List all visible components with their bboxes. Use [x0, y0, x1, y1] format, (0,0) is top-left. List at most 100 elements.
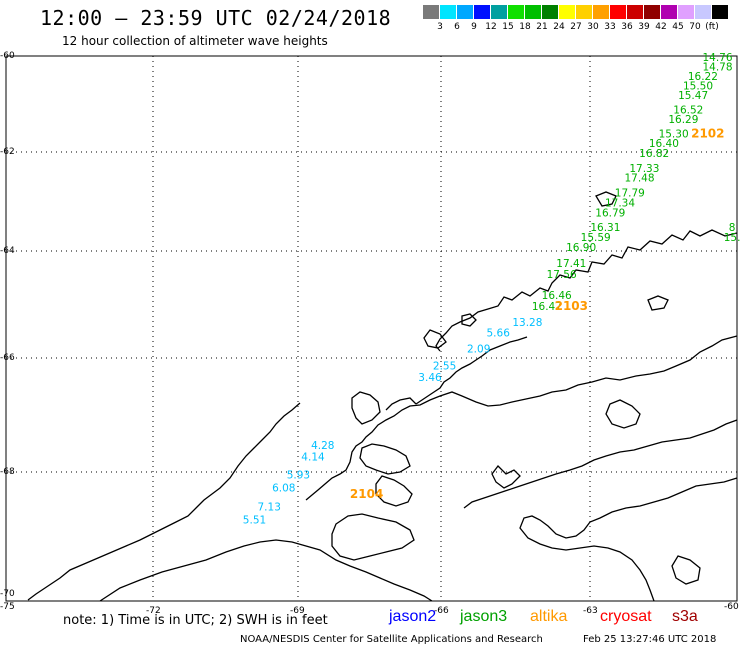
pass-number-label: 2103: [555, 299, 588, 313]
pass-number-label: 2104: [350, 487, 383, 501]
color-swatch: [457, 5, 474, 19]
color-swatch: [474, 5, 491, 19]
lon-label: -72: [146, 606, 161, 616]
wave-height-label: 17.79: [615, 188, 645, 200]
wave-height-label: 3.46: [418, 372, 442, 384]
wave-height-label: 16.82: [639, 148, 669, 160]
color-scale-label: 36: [621, 22, 633, 32]
generated-date: Feb 25 13:27:46 UTC 2018: [583, 634, 717, 645]
color-swatch: [627, 5, 644, 19]
wave-height-label: 15.47: [678, 90, 708, 102]
color-swatch: [423, 5, 440, 19]
lat-label: -68: [0, 467, 15, 477]
color-swatch: [661, 5, 678, 19]
wave-height-label: 16.29: [668, 114, 698, 126]
color-scale-label: (ft): [705, 22, 719, 32]
color-scale-label: 9: [471, 22, 477, 32]
color-swatch: [593, 5, 610, 19]
color-swatch: [678, 5, 695, 19]
wave-height-label: 5.51: [243, 515, 266, 527]
wave-height-label: 4.14: [301, 452, 325, 464]
lat-label: -66: [0, 353, 15, 363]
color-swatch: [610, 5, 627, 19]
color-scale-label: 42: [655, 22, 667, 32]
color-swatch: [542, 5, 559, 19]
wave-height-label: 16.46: [542, 290, 572, 302]
wave-height-label: 2.09: [467, 344, 490, 356]
wave-height-label: 17.48: [624, 173, 654, 185]
color-swatch: [559, 5, 576, 19]
wave-height-color-scale: [423, 5, 729, 19]
lat-label: -64: [0, 246, 15, 256]
lat-label: -60: [0, 51, 15, 61]
wave-height-label: 7.13: [258, 502, 281, 514]
wave-height-label: 5.93: [287, 469, 310, 481]
wave-height-label: 8: [729, 222, 736, 234]
wave-height-label: 5.66: [487, 328, 511, 340]
wave-height-label: 17.33: [629, 163, 659, 175]
wave-height-label: 14.76: [702, 52, 732, 64]
wave-height-label: 13.28: [512, 317, 542, 329]
wave-height-label: 16.31: [590, 222, 620, 234]
legend-s3a: s3a: [672, 608, 698, 625]
graticule: [6, 56, 737, 601]
color-swatch: [491, 5, 508, 19]
lon-label: -69: [290, 606, 305, 616]
legend-cryosat: cryosat: [600, 608, 652, 625]
wave-height-label: 2.55: [433, 360, 456, 372]
wave-height-label: 16.90: [566, 242, 596, 254]
color-scale-label: 30: [587, 22, 599, 32]
wave-height-label: 15.: [724, 232, 740, 244]
wave-height-label: 16.22: [688, 71, 718, 83]
color-swatch: [712, 5, 729, 19]
wave-height-label: 16.40: [649, 138, 679, 150]
wave-height-label: 16.52: [673, 105, 703, 117]
lon-label: -60: [724, 602, 739, 612]
legend-altika: altika: [530, 608, 568, 625]
wave-height-label: 15.59: [581, 232, 611, 244]
wave-height-label: 16.79: [595, 207, 625, 219]
map-subtitle: 12 hour collection of altimeter wave hei…: [62, 34, 328, 48]
color-scale-label: 18: [519, 22, 531, 32]
wave-height-label: 17.34: [605, 198, 635, 210]
map-frame: [5, 55, 738, 602]
color-scale-label: 3: [437, 22, 443, 32]
lon-label: -66: [434, 606, 449, 616]
color-swatch: [644, 5, 661, 19]
wave-height-label: 17.56: [547, 269, 577, 281]
wave-height-label: 16.47: [532, 301, 562, 313]
wave-height-label: 15.50: [683, 81, 713, 93]
color-scale-label: 12: [485, 22, 497, 32]
footer-note: note: 1) Time is in UTC; 2) SWH is in fe…: [63, 613, 328, 628]
color-scale-label: 6: [454, 22, 460, 32]
wave-height-label: 17.41: [556, 258, 586, 270]
legend-jason3: jason3: [460, 608, 508, 625]
color-scale-label: 15: [502, 22, 514, 32]
legend-jason2: jason2: [389, 608, 437, 625]
coastline: [27, 191, 738, 602]
lon-label: -63: [583, 606, 598, 616]
color-swatch: [508, 5, 525, 19]
color-scale-label: 33: [604, 22, 616, 32]
color-scale-label: 45: [672, 22, 684, 32]
wave-height-label: 15.30: [659, 129, 689, 141]
color-swatch: [525, 5, 542, 19]
wave-height-label: 4.28: [311, 440, 334, 452]
color-scale-label: 39: [638, 22, 650, 32]
color-scale-label: 24: [553, 22, 565, 32]
lon-label: -75: [0, 602, 15, 612]
wave-height-label: 6.08: [272, 482, 295, 494]
lat-label: -70: [0, 589, 15, 599]
pass-number-label: 2102: [691, 127, 724, 141]
color-scale-label: 70: [689, 22, 701, 32]
color-swatch: [440, 5, 457, 19]
map-title: 12:00 – 23:59 UTC 02/24/2018: [40, 6, 392, 30]
color-scale-label: 27: [570, 22, 582, 32]
credit-text: NOAA/NESDIS Center for Satellite Applica…: [240, 634, 543, 645]
lat-label: -62: [0, 147, 15, 157]
wave-height-label: 14.78: [702, 61, 732, 73]
color-scale-label: 21: [536, 22, 548, 32]
color-swatch: [695, 5, 712, 19]
color-swatch: [576, 5, 593, 19]
